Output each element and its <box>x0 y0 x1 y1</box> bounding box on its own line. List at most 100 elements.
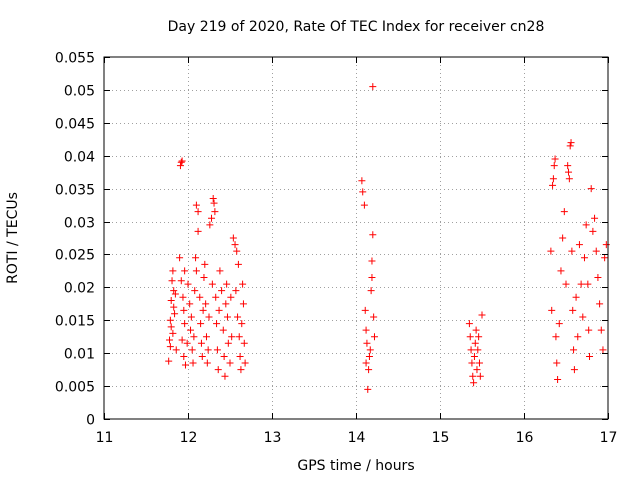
data-point <box>466 333 474 341</box>
y-tick-label: 0.025 <box>55 248 95 264</box>
data-point <box>363 339 371 347</box>
data-point <box>197 339 205 347</box>
data-point <box>370 313 378 321</box>
data-point <box>471 339 479 347</box>
data-point <box>239 280 247 288</box>
data-point <box>569 306 577 314</box>
data-point <box>237 366 245 374</box>
data-point <box>476 372 484 380</box>
data-point <box>582 221 590 229</box>
data-point <box>554 376 562 384</box>
data-point <box>551 155 559 163</box>
data-point <box>362 326 370 334</box>
data-point <box>186 300 194 308</box>
data-point <box>555 320 563 328</box>
data-point <box>478 311 486 319</box>
data-point <box>189 359 197 367</box>
data-point <box>559 234 567 242</box>
data-point <box>549 175 557 183</box>
data-point <box>577 280 585 288</box>
data-point <box>587 185 595 193</box>
data-point <box>219 326 227 334</box>
data-point <box>226 359 234 367</box>
data-point <box>368 273 376 281</box>
data-point <box>474 346 482 354</box>
data-point <box>473 366 481 374</box>
data-point <box>187 326 195 334</box>
data-point <box>177 158 185 166</box>
data-point <box>203 359 211 367</box>
data-point <box>597 326 605 334</box>
data-point <box>564 162 572 170</box>
x-tick-label: 17 <box>600 430 618 446</box>
data-point <box>234 313 242 321</box>
data-point <box>365 366 373 374</box>
data-point <box>180 352 188 360</box>
data-point <box>475 359 483 367</box>
data-point <box>165 357 173 365</box>
data-point <box>223 280 231 288</box>
y-tick-label: 0.05 <box>64 84 95 100</box>
data-point <box>567 139 575 147</box>
data-point <box>366 346 374 354</box>
data-point <box>172 346 180 354</box>
data-point <box>362 359 370 367</box>
chart-title: Day 219 of 2020, Rate Of TEC Index for r… <box>168 19 545 35</box>
data-point <box>602 241 610 249</box>
y-tick-label: 0.035 <box>55 183 95 199</box>
data-point <box>369 83 377 91</box>
data-point <box>192 267 200 275</box>
data-point <box>465 320 473 328</box>
axis-ticks: 0 0.005 0.01 0.015 0.02 0.025 0.03 0.035 0.04 0.0… <box>55 51 618 447</box>
data-point <box>370 333 378 341</box>
y-tick-label: 0.055 <box>55 51 95 67</box>
data-point <box>565 175 573 183</box>
data-point <box>181 267 189 275</box>
data-point <box>560 208 568 216</box>
y-tick-label: 0.005 <box>55 380 95 396</box>
data-point <box>470 352 478 360</box>
data-point <box>585 326 593 334</box>
data-point <box>192 254 200 262</box>
data-point <box>568 247 576 255</box>
grid-lines <box>104 57 608 419</box>
data-point <box>206 221 214 229</box>
x-tick-label: 16 <box>516 430 534 446</box>
data-point <box>221 372 229 380</box>
data-point <box>591 214 599 222</box>
data-point <box>194 208 202 216</box>
data-point <box>198 352 206 360</box>
data-point <box>177 277 185 285</box>
data-point <box>566 142 574 150</box>
data-point <box>212 293 220 301</box>
data-point <box>180 306 188 314</box>
data-point <box>601 254 609 262</box>
data-point <box>183 339 191 347</box>
data-point <box>233 247 241 255</box>
data-point <box>557 267 565 275</box>
data-point <box>178 157 186 165</box>
data-point <box>469 372 477 380</box>
data-point <box>215 306 223 314</box>
data-point <box>369 231 377 239</box>
data-point <box>367 287 375 295</box>
data-point <box>211 208 219 216</box>
data-point <box>236 352 244 360</box>
data-point <box>214 366 222 374</box>
x-tick-label: 13 <box>264 430 282 446</box>
data-point <box>199 306 207 314</box>
data-point <box>169 267 177 275</box>
data-point <box>468 359 476 367</box>
data-point <box>574 333 582 341</box>
data-point <box>205 313 213 321</box>
data-point <box>171 310 179 318</box>
y-tick-label: 0.01 <box>64 347 95 363</box>
data-point <box>235 333 243 341</box>
data-point <box>599 346 607 354</box>
data-point <box>187 313 195 321</box>
data-point <box>208 280 216 288</box>
data-point <box>201 260 209 268</box>
data-point <box>210 199 218 207</box>
x-tick-label: 15 <box>432 430 450 446</box>
